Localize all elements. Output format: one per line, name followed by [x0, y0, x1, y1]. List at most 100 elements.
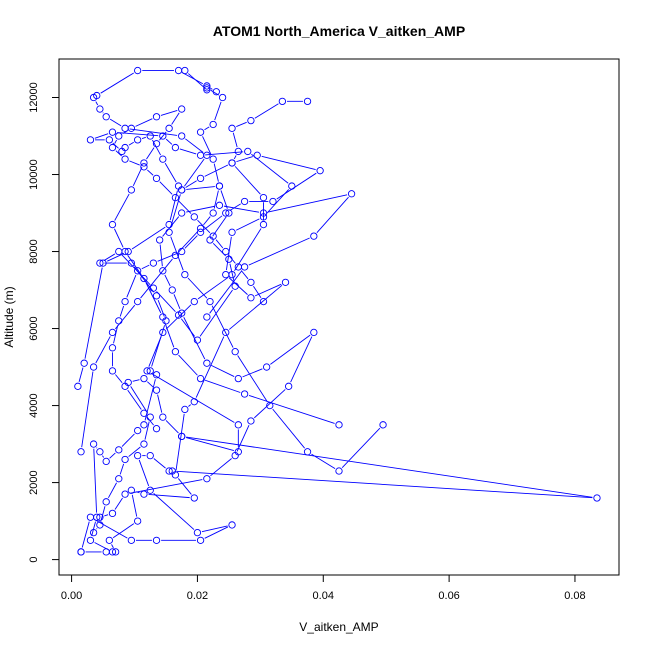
data-point [310, 328, 318, 337]
series-segment [129, 160, 140, 166]
x-tick-label: 0.04 [313, 590, 334, 602]
data-point [225, 209, 233, 217]
series-segment [242, 368, 263, 378]
data-point [86, 136, 95, 144]
data-point [190, 297, 198, 306]
data-point [181, 405, 189, 414]
data-point [108, 128, 117, 136]
data-point [231, 451, 239, 460]
data-point [171, 471, 180, 479]
series-5 [96, 190, 356, 521]
series-segment [203, 216, 211, 226]
series-segment [94, 519, 128, 539]
series-segment [220, 190, 228, 209]
series-segment [235, 218, 260, 231]
data-point [134, 136, 142, 144]
series-segment [112, 523, 135, 539]
series-segment [177, 478, 192, 495]
data-point [259, 213, 268, 221]
data-point [140, 421, 148, 429]
series-segment [81, 371, 94, 448]
data-point [108, 367, 117, 375]
data-point [203, 359, 211, 367]
data-point [178, 186, 186, 194]
data-point [171, 348, 180, 356]
series-1 [77, 66, 239, 556]
data-point [228, 124, 236, 132]
data-point [247, 116, 255, 125]
data-point [140, 274, 148, 283]
data-point [285, 382, 293, 390]
data-point [240, 390, 249, 398]
data-point [89, 363, 98, 371]
data-point [196, 151, 205, 159]
series-segment [341, 427, 381, 469]
data-point [146, 132, 154, 140]
data-point [247, 278, 255, 286]
series-segment [102, 455, 105, 458]
data-point [209, 232, 217, 240]
x-axis-label: V_aitken_AMP [299, 620, 378, 634]
series-segment [140, 258, 173, 299]
series-segment [188, 73, 204, 88]
series-segment [130, 386, 149, 414]
series-segment [160, 109, 178, 116]
data-point [171, 193, 180, 202]
series-3 [74, 128, 296, 556]
series-segment [147, 169, 154, 176]
data-point [108, 143, 117, 152]
series-segment [91, 521, 96, 537]
data-point [203, 86, 211, 94]
series-segment [316, 196, 349, 233]
data-point [178, 309, 186, 317]
data-point [152, 113, 161, 121]
data-point [178, 132, 186, 140]
series-segment [209, 270, 243, 314]
data-point [228, 521, 236, 529]
data-point [105, 536, 113, 544]
data-point [316, 167, 324, 175]
data-point [209, 155, 217, 163]
series-segment [169, 194, 181, 229]
series-segment [229, 203, 241, 212]
series-segment [147, 381, 154, 388]
data-point [159, 313, 167, 321]
series-segment [202, 136, 212, 156]
data-point [86, 536, 95, 544]
data-point [156, 236, 164, 244]
series-segment [210, 87, 213, 90]
data-point [96, 521, 104, 529]
series-segment [184, 235, 198, 249]
data-point [278, 97, 287, 106]
series-segment [138, 459, 150, 487]
data-point [262, 363, 271, 371]
series-segment [253, 285, 262, 298]
data-point [165, 124, 173, 132]
data-point [89, 440, 98, 448]
data-point [231, 348, 239, 356]
data-point [146, 413, 154, 421]
series-segment [115, 150, 122, 157]
series-segment [210, 364, 235, 377]
series-segment [145, 282, 162, 314]
data-point [218, 93, 227, 102]
x-tick-label: 0.06 [438, 590, 459, 602]
data-point [96, 105, 104, 113]
x-tick-label: 0.02 [187, 590, 208, 602]
series-segment [78, 367, 84, 382]
data-point [102, 457, 110, 466]
data-point [203, 151, 211, 159]
series-segment [204, 526, 229, 539]
data-point [206, 297, 214, 306]
data-point [127, 124, 136, 132]
data-point [228, 159, 236, 167]
data-point [143, 367, 151, 375]
data-point [152, 386, 161, 394]
data-point [225, 255, 233, 263]
data-point [203, 475, 211, 483]
series-segment [228, 277, 248, 295]
series-segment [93, 448, 98, 513]
data-point [593, 494, 601, 502]
series-segment [203, 215, 223, 230]
y-tick-label: 10000 [28, 159, 40, 190]
